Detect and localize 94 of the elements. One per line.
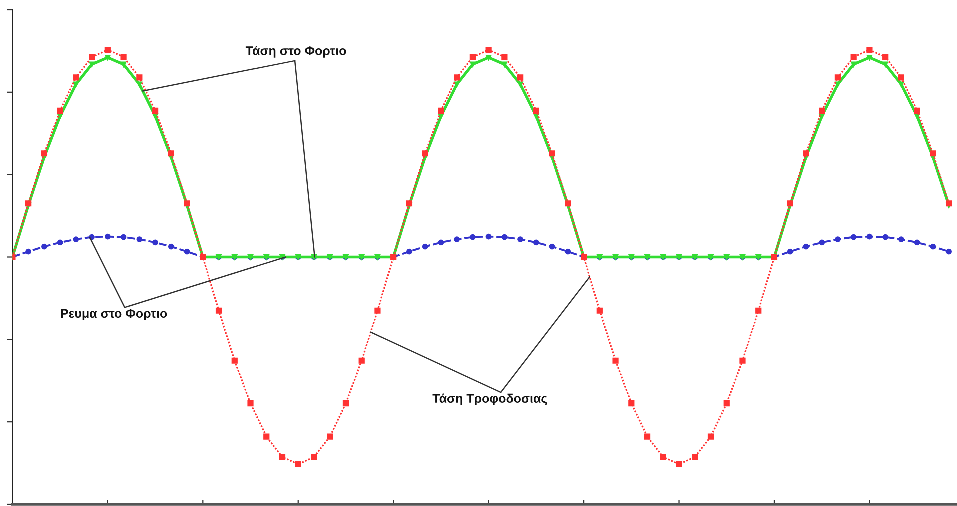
point (73, 74, 80, 81)
point (628, 400, 635, 407)
point (168, 150, 174, 157)
annotation: Τάση Τροφοδοσιας (432, 394, 548, 406)
point (930, 244, 936, 250)
point (42, 244, 48, 250)
point (502, 54, 508, 60)
point (756, 308, 762, 314)
point (57, 108, 64, 114)
point (486, 234, 492, 240)
point (486, 46, 492, 54)
point (88, 54, 96, 60)
point (549, 150, 556, 157)
point (152, 114, 158, 120)
point (866, 234, 873, 240)
point (898, 74, 905, 81)
point (152, 108, 159, 114)
point (644, 434, 651, 440)
point (502, 234, 508, 240)
point (454, 74, 460, 81)
point (692, 454, 698, 460)
point (882, 234, 888, 240)
point (311, 454, 318, 460)
point (120, 54, 127, 60)
point (26, 248, 32, 255)
point (422, 150, 428, 157)
point (422, 244, 428, 250)
point (120, 234, 127, 240)
point (152, 240, 158, 246)
point (930, 150, 936, 157)
point (264, 434, 270, 440)
point (168, 244, 174, 250)
point (470, 54, 476, 60)
point (438, 114, 444, 120)
point (216, 308, 222, 314)
point (850, 234, 857, 240)
point (184, 200, 190, 207)
point (279, 454, 286, 460)
point (914, 108, 920, 114)
point (565, 248, 572, 255)
point (342, 400, 350, 407)
point (819, 114, 825, 120)
point (406, 248, 412, 255)
point (248, 400, 254, 407)
point (374, 308, 381, 314)
point (105, 234, 111, 240)
point (327, 434, 334, 440)
point (534, 240, 540, 246)
point (803, 150, 810, 157)
point (740, 358, 746, 364)
point (136, 236, 143, 242)
point (549, 244, 556, 250)
point (58, 114, 64, 120)
point (406, 200, 413, 207)
point (819, 240, 826, 246)
point (470, 234, 476, 240)
point (612, 358, 619, 364)
point (57, 240, 64, 246)
point (946, 200, 952, 207)
point (914, 240, 920, 246)
annotation: Ρευμα στο Φορτιο (61, 309, 168, 321)
point (184, 248, 190, 255)
point (26, 200, 32, 207)
point (565, 200, 572, 207)
point (708, 434, 714, 440)
point (866, 46, 873, 54)
point (835, 236, 841, 242)
point (834, 74, 842, 81)
point (358, 358, 365, 364)
point (438, 108, 444, 114)
point (787, 200, 794, 207)
point (454, 236, 460, 242)
point (518, 236, 524, 242)
point (533, 108, 540, 114)
point (136, 74, 143, 81)
point (850, 54, 857, 60)
point (660, 454, 666, 460)
point (898, 236, 904, 242)
point (787, 248, 794, 255)
point (295, 461, 302, 468)
point (438, 240, 444, 246)
point (232, 358, 238, 364)
point (676, 461, 682, 468)
point (73, 236, 80, 242)
point (946, 248, 952, 255)
point (41, 150, 48, 157)
annotation: Τάση στο Φορτιο (246, 46, 346, 58)
point (724, 400, 730, 407)
point (803, 244, 810, 250)
point (104, 46, 111, 54)
point (518, 74, 524, 81)
point (819, 108, 826, 114)
point (596, 308, 603, 314)
point (882, 54, 889, 60)
